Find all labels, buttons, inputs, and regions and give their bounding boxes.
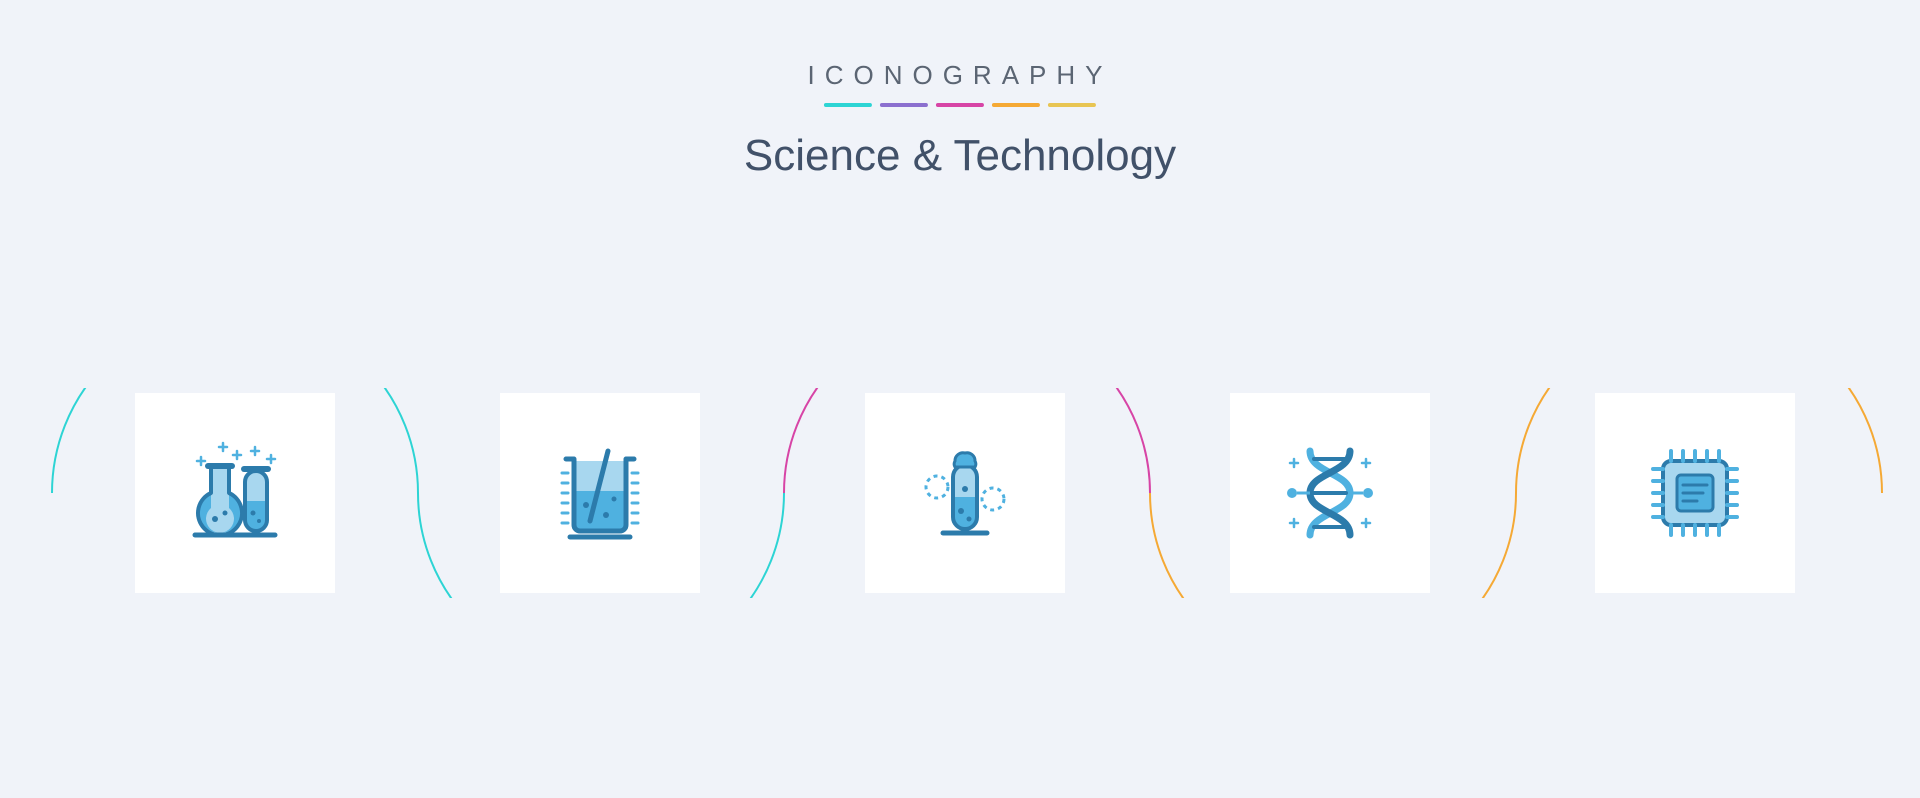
divider-segment-3 — [936, 103, 984, 107]
test-tube-icon — [905, 433, 1025, 553]
brand-label: ICONOGRAPHY — [744, 60, 1176, 91]
subtitle: Science & Technology — [744, 131, 1176, 181]
icon-card-flask — [135, 393, 335, 593]
chip-icon — [1635, 433, 1755, 553]
divider-segment-5 — [1048, 103, 1096, 107]
flask-tube-icon — [175, 433, 295, 553]
icon-card-dna — [1230, 393, 1430, 593]
icon-row — [0, 388, 1920, 598]
icon-card-beaker — [500, 393, 700, 593]
icon-card-test-tube — [865, 393, 1065, 593]
header: ICONOGRAPHY Science & Technology — [744, 60, 1176, 181]
icon-card-chip — [1595, 393, 1795, 593]
beaker-icon — [540, 433, 660, 553]
dna-icon — [1270, 433, 1390, 553]
divider-segment-2 — [880, 103, 928, 107]
divider-segment-1 — [824, 103, 872, 107]
divider-segment-4 — [992, 103, 1040, 107]
divider-row — [744, 103, 1176, 107]
